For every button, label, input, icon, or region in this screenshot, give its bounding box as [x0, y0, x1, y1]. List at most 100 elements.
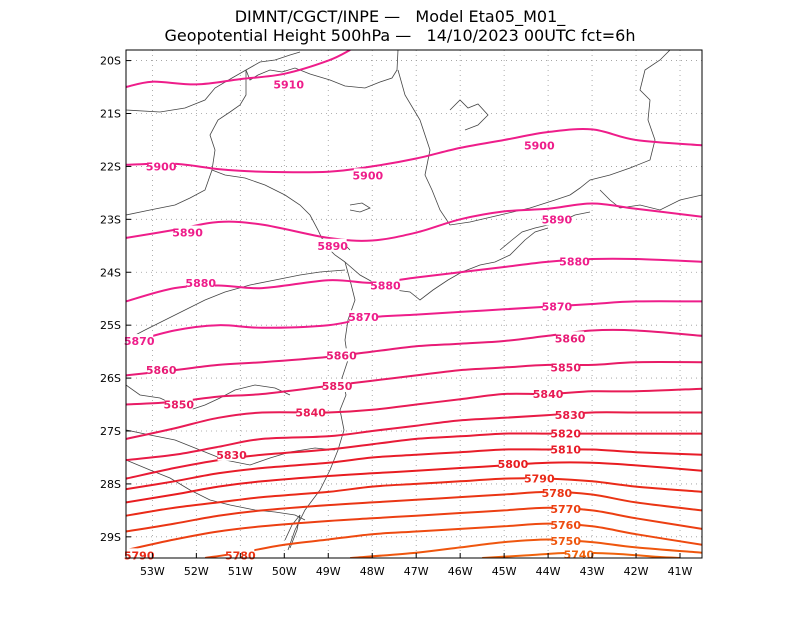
lat-tick-label: 27S — [100, 425, 121, 438]
border-mg — [245, 50, 399, 89]
lon-tick-label: 50W — [272, 565, 297, 578]
contour-label-5870: 5870 — [348, 311, 379, 324]
contour-label-bg — [551, 518, 580, 532]
lon-tick-label: 44W — [536, 565, 561, 578]
contour-label-5840: 5840 — [533, 388, 564, 401]
contour-label-5830: 5830 — [216, 449, 247, 462]
contour-5850 — [126, 361, 702, 406]
contour-label-5750: 5750 — [550, 535, 581, 548]
contour-label-bg — [551, 501, 580, 515]
lat-tick-label: 21S — [100, 108, 121, 121]
contour-5880 — [126, 257, 702, 303]
plot-frame — [125, 49, 703, 559]
contour-label-bg — [534, 386, 563, 400]
contour-5910 — [126, 50, 351, 88]
contour-label-5790: 5790 — [524, 473, 555, 486]
contour-label-bg — [551, 426, 580, 440]
contour-5790 — [126, 477, 702, 517]
contour-label-5850: 5850 — [163, 399, 194, 412]
border-es — [599, 189, 702, 211]
contour-5830 — [126, 411, 702, 462]
border-argentina — [126, 384, 291, 411]
contour-label-bg — [318, 238, 347, 252]
contour-5870 — [126, 300, 702, 345]
border-ms-pr — [126, 70, 247, 216]
contour-label-5840: 5840 — [295, 406, 326, 419]
contour-label-bg — [525, 138, 554, 152]
contour-label-5880: 5880 — [370, 279, 401, 292]
contour-label-bg — [556, 408, 585, 422]
contour-label-bg — [551, 442, 580, 456]
border-mg-rj — [397, 69, 571, 226]
title-line-1: DIMNT/CGCT/INPE — Model Eta05_M01_ — [234, 7, 566, 26]
lon-tick-label: 45W — [492, 565, 517, 578]
coast-pr-sc — [287, 261, 356, 551]
lake-patos — [284, 514, 301, 549]
lon-tick-label: 42W — [624, 565, 649, 578]
contour-label-bg — [147, 363, 176, 377]
contour-label-5870: 5870 — [124, 335, 155, 348]
lon-tick-label: 47W — [404, 565, 429, 578]
contour-label-5790: 5790 — [124, 549, 155, 562]
border-pr-sc — [126, 269, 346, 341]
border-mg-es — [569, 50, 671, 196]
contour-label-bg — [125, 334, 154, 348]
contour-label-5910: 5910 — [273, 78, 304, 91]
contour-label-5900: 5900 — [146, 160, 177, 173]
lon-tick-label: 43W — [580, 565, 605, 578]
contour-5810 — [126, 448, 702, 491]
contour-label-bg — [173, 225, 202, 239]
reservoir — [349, 202, 371, 213]
islands-sp — [449, 99, 489, 131]
contour-5770 — [126, 506, 702, 552]
lat-tick-label: 25S — [100, 319, 121, 332]
contour-label-5800: 5800 — [498, 458, 529, 471]
contour-5840 — [126, 387, 702, 440]
lon-tick-label: 51W — [228, 565, 253, 578]
contour-label-5890: 5890 — [542, 213, 573, 226]
contour-label-bg — [525, 471, 554, 485]
lat-tick-label: 28S — [100, 478, 121, 491]
contour-5860 — [126, 328, 702, 377]
contour-label-5850: 5850 — [550, 362, 581, 375]
contour-label-bg — [323, 379, 352, 393]
lat-lon-grid — [126, 50, 702, 558]
contour-label-bg — [556, 331, 585, 345]
contour-label-5830: 5830 — [555, 409, 586, 422]
lon-tick-label: 46W — [448, 565, 473, 578]
contour-label-bg — [164, 397, 193, 411]
lon-tick-label: 49W — [316, 565, 341, 578]
contour-label-bg — [147, 159, 176, 173]
contour-label-bg — [186, 275, 215, 289]
contour-label-5760: 5760 — [550, 519, 581, 532]
contour-label-5850: 5850 — [322, 380, 353, 393]
contour-label-bg — [349, 310, 378, 324]
contour-label-bg — [371, 278, 400, 292]
lat-tick-label: 24S — [100, 266, 121, 279]
border-sc-rs — [126, 429, 336, 466]
lat-tick-label: 29S — [100, 531, 121, 544]
contour-5780 — [126, 490, 702, 533]
lon-tick-label: 53W — [140, 565, 165, 578]
contour-label-5870: 5870 — [542, 301, 573, 314]
contour-label-bg — [551, 534, 580, 548]
contour-label-5860: 5860 — [555, 332, 586, 345]
contour-label-5890: 5890 — [317, 240, 348, 253]
contour-label-5880: 5880 — [185, 277, 216, 290]
lat-tick-label: 26S — [100, 372, 121, 385]
contour-label-bg — [551, 360, 580, 374]
title-line-2: Geopotential Height 500hPa — 14/10/2023 … — [164, 26, 636, 45]
contour-label-5860: 5860 — [326, 349, 357, 362]
contour-5750 — [350, 538, 702, 558]
lon-tick-label: 48W — [360, 565, 385, 578]
contour-label-5770: 5770 — [550, 503, 581, 516]
lat-tick-label: 20S — [100, 55, 121, 68]
contour-label-5880: 5880 — [559, 256, 590, 269]
contour-label-5900: 5900 — [353, 169, 384, 182]
contour-label-bg — [296, 405, 325, 419]
contour-label-5810: 5810 — [550, 444, 581, 457]
contour-labels: 5910 5900 5900 5900 5890 5890 5890 5880 5880 5880… — [124, 77, 595, 562]
contour-lines — [126, 50, 702, 558]
contour-label-5890: 5890 — [172, 227, 203, 240]
contour-label-5820: 5820 — [550, 428, 581, 441]
